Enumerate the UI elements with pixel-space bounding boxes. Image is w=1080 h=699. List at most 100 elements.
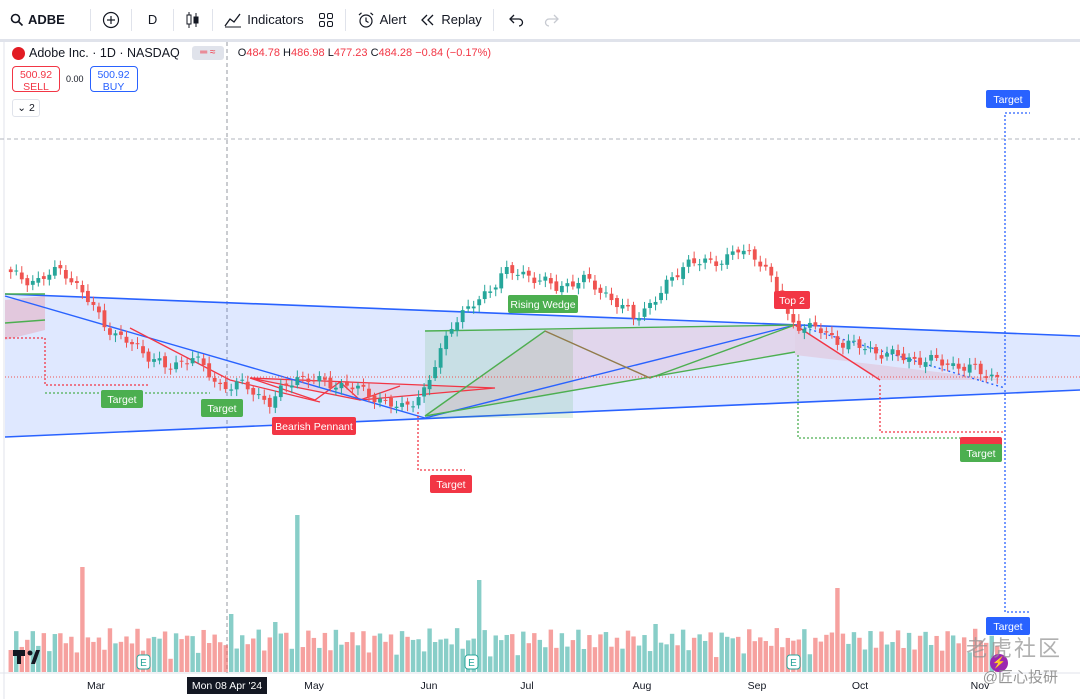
candle-body: [427, 379, 432, 390]
candle-body: [394, 406, 399, 408]
volume-bar: [151, 636, 157, 672]
candle-body: [361, 384, 366, 387]
wedge-lower-line[interactable]: [424, 351, 796, 417]
legend-toggle[interactable]: ═ ≈: [191, 46, 224, 60]
volume-bar: [730, 638, 735, 672]
volume-bar: [278, 633, 284, 672]
candle-body: [289, 385, 294, 388]
blue-downtrend-line[interactable]: [4, 295, 426, 419]
volume-bar: [482, 630, 487, 672]
price-chart[interactable]: E E E Target Target Bearish Pennant Targ…: [0, 42, 1080, 699]
toolbar-divider: [212, 8, 214, 31]
earnings-marker[interactable]: E: [464, 654, 479, 670]
target-label[interactable]: Target: [101, 390, 143, 408]
earnings-marker[interactable]: E: [786, 654, 801, 670]
svg-text:E: E: [790, 658, 797, 669]
candle-body: [962, 366, 967, 371]
undo-icon: [508, 14, 523, 27]
candle-body: [179, 360, 184, 362]
candlesticks: [8, 243, 1000, 414]
bearish-pennant-label[interactable]: Bearish Pennant: [272, 417, 356, 435]
candle-body: [234, 381, 239, 390]
sell-button[interactable]: 500.92 SELL: [12, 66, 60, 93]
volume-bar: [273, 622, 278, 672]
volume-bar: [895, 630, 901, 672]
volume-bar: [697, 634, 702, 672]
candle-body: [532, 277, 537, 284]
grid-icon: [318, 12, 333, 27]
candle-body: [659, 292, 663, 301]
top2-label[interactable]: Top 2: [774, 291, 810, 309]
volume-bar: [972, 628, 978, 672]
candle-body: [36, 278, 41, 283]
replay-label: Replay: [441, 12, 482, 27]
chart-pane[interactable]: E E E Target Target Bearish Pennant Targ…: [0, 42, 1080, 699]
target-label[interactable]: Target: [201, 399, 243, 417]
volume-bar: [631, 636, 636, 672]
earnings-marker[interactable]: E: [136, 654, 151, 670]
candle-body: [218, 382, 223, 385]
volume-bar: [736, 636, 741, 672]
x-axis-label: Oct: [852, 680, 868, 692]
x-axis-label: Jun: [421, 680, 438, 692]
bearish-pennant-triangle[interactable]: [249, 377, 496, 401]
candle-body: [141, 346, 145, 354]
top2-decline-line: [794, 324, 881, 381]
rising-wedge-label[interactable]: Rising Wedge: [508, 295, 578, 313]
volume-bar: [614, 637, 620, 672]
compare-symbol-button[interactable]: [95, 0, 127, 41]
redo-button[interactable]: [534, 0, 570, 41]
lightning-icon[interactable]: ⚡: [990, 654, 1008, 672]
volume-bar: [890, 642, 895, 672]
candle-body: [190, 358, 195, 364]
candle-body: [284, 383, 289, 386]
volume-bar: [350, 632, 355, 672]
candle-body: [813, 322, 818, 327]
replay-button[interactable]: Replay: [413, 0, 488, 41]
target-label[interactable]: Target: [986, 90, 1030, 108]
indicators-collapse-button[interactable]: ⌄ 2: [12, 99, 40, 117]
alert-button[interactable]: Alert: [350, 0, 414, 41]
candle-body: [97, 306, 101, 313]
candle-body: [890, 349, 895, 355]
volume-bar: [774, 628, 780, 672]
candle-body: [405, 401, 410, 405]
target-line-1: [5, 337, 150, 386]
tradingview-logo: [13, 650, 40, 664]
volume-bar: [427, 628, 432, 672]
svg-text:Target: Target: [436, 479, 465, 491]
candle-body: [317, 376, 322, 382]
candle-body: [609, 293, 614, 301]
chart-type-button[interactable]: [178, 0, 208, 41]
target-label[interactable]: Target: [960, 444, 1002, 462]
svg-text:Target: Target: [207, 403, 236, 415]
volume-bar: [201, 629, 206, 672]
volume-bar: [438, 639, 443, 672]
volume-bar: [609, 646, 614, 672]
left-green-line: [4, 319, 46, 324]
wedge-upper-line[interactable]: [424, 324, 796, 332]
candle-body: [626, 304, 630, 307]
layouts-button[interactable]: [311, 0, 341, 41]
triangle-upper-line[interactable]: [4, 293, 1080, 337]
interval-button[interactable]: D: [136, 0, 169, 41]
blue-uptrend-line[interactable]: [424, 324, 796, 419]
target-label[interactable]: Target: [430, 475, 472, 493]
triangle-lower-line[interactable]: [4, 389, 1080, 438]
volume-bar: [857, 637, 862, 672]
indicators-button[interactable]: Indicators: [217, 0, 310, 41]
candle-body: [896, 350, 900, 356]
volume-bar: [758, 637, 763, 672]
target-label[interactable]: Target: [986, 617, 1030, 635]
volume-bar: [267, 637, 272, 672]
undo-button[interactable]: [498, 0, 534, 41]
volume-bar: [724, 636, 730, 672]
x-axis-label: Aug: [633, 680, 652, 692]
interval-label: D: [147, 12, 158, 27]
candle-body: [526, 270, 531, 276]
buy-button[interactable]: 500.92 BUY: [89, 66, 138, 93]
candle-body: [63, 269, 68, 279]
symbol-search[interactable]: ADBE: [0, 0, 72, 41]
candle-body: [940, 359, 945, 366]
volume-bar: [680, 629, 686, 672]
